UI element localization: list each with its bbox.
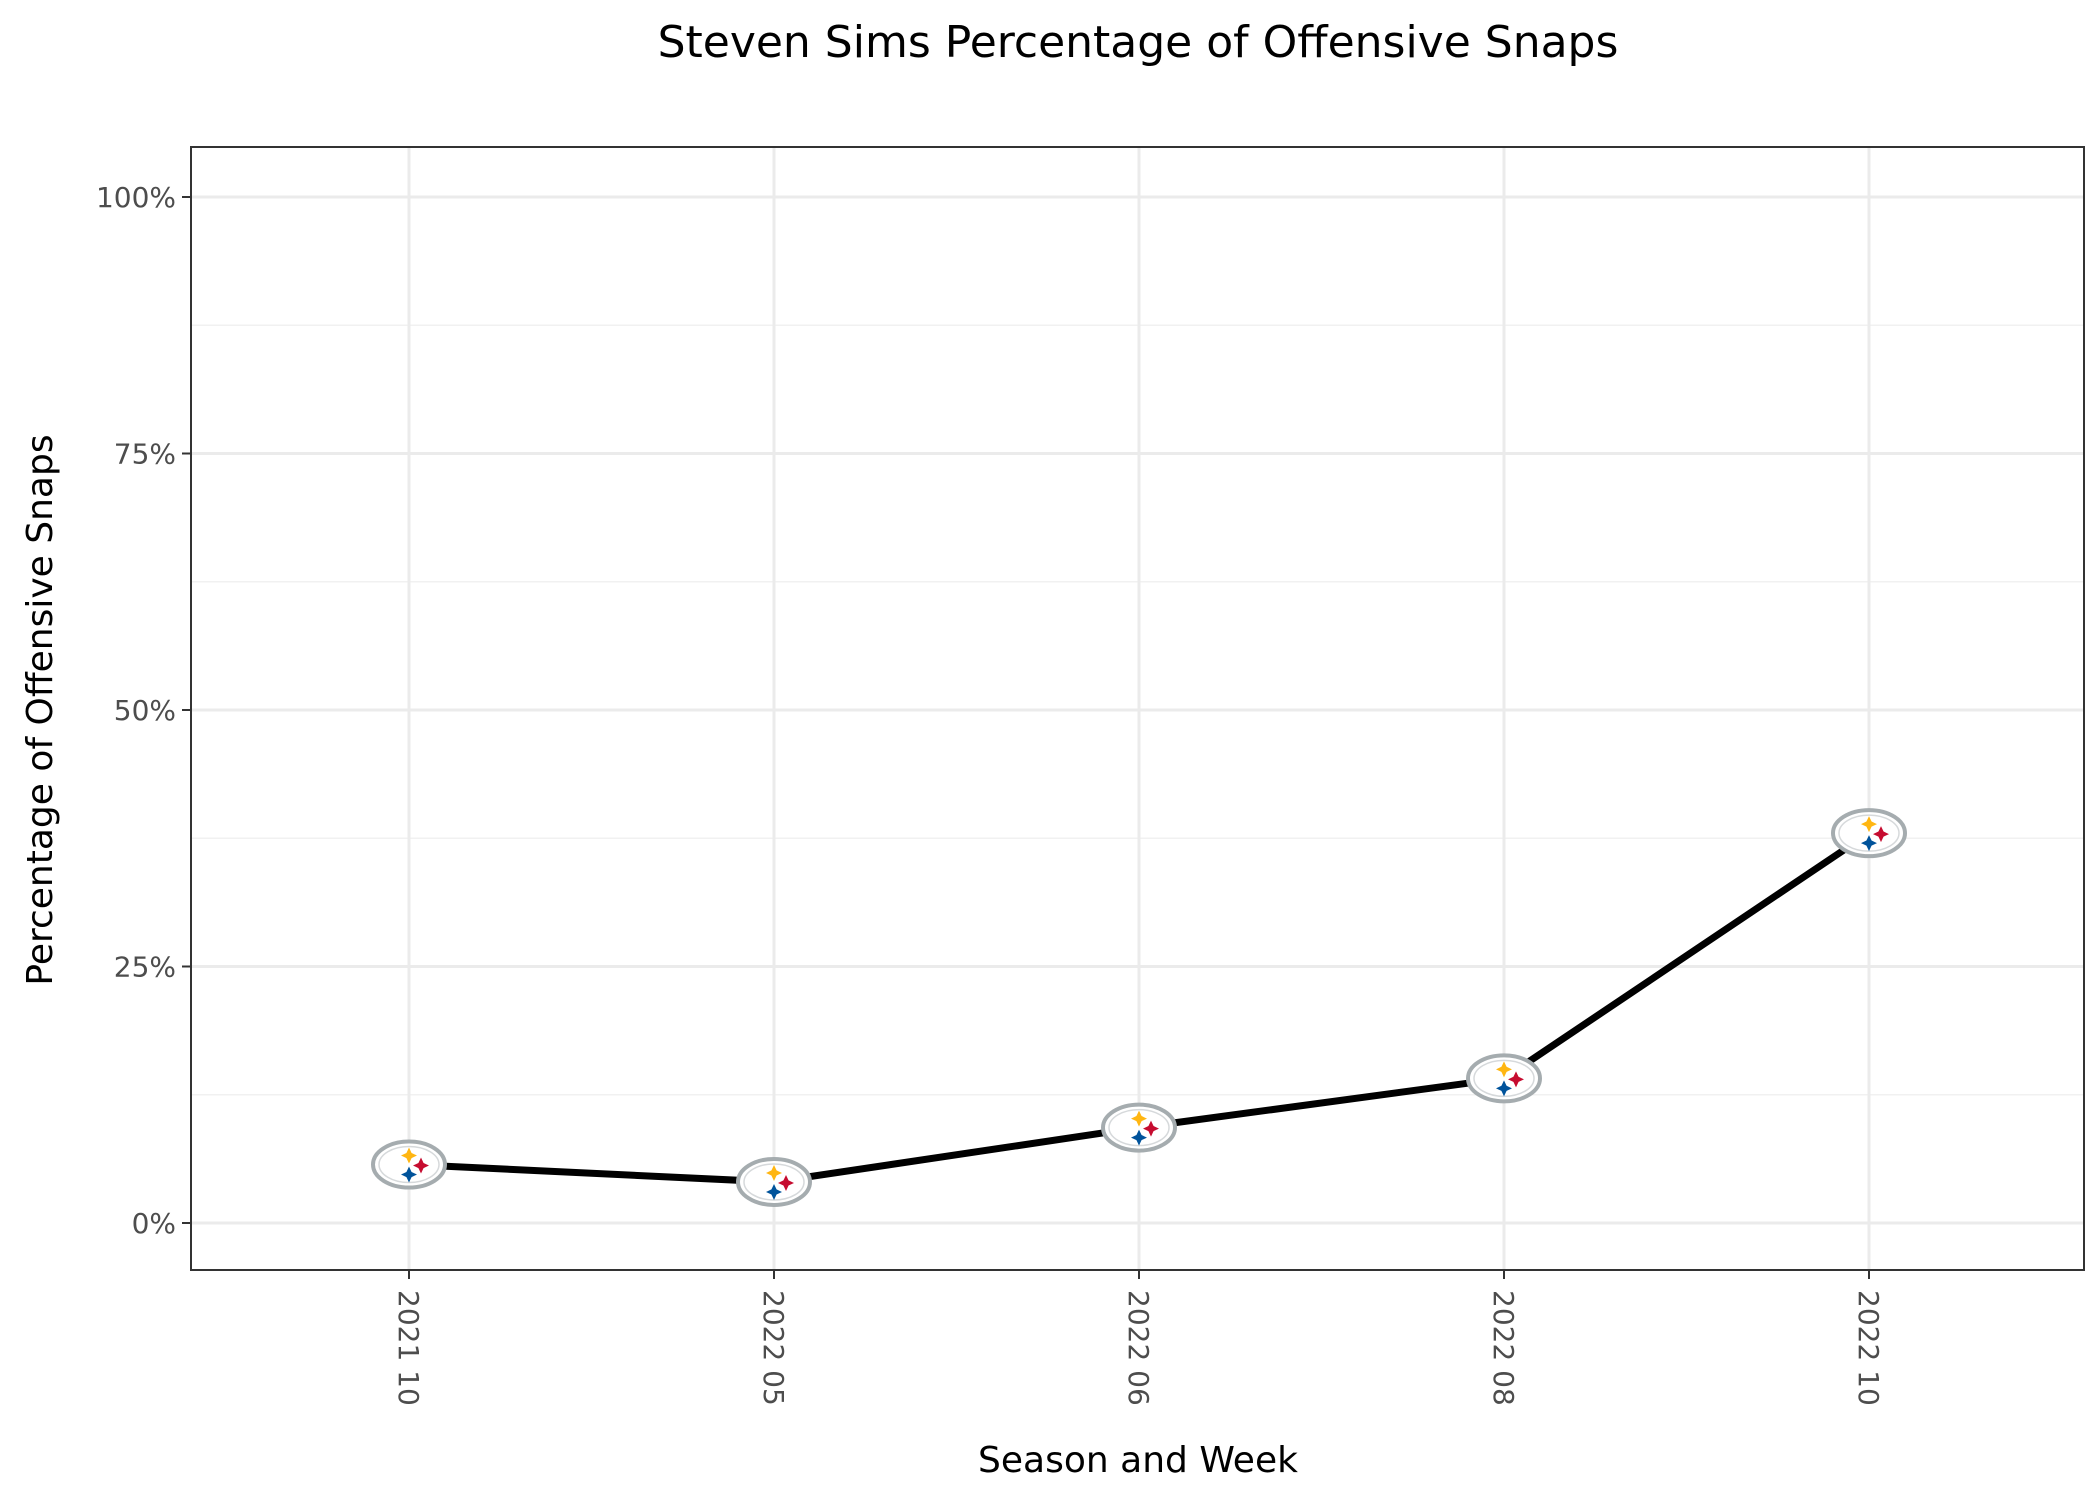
logo-star-red [413,1157,429,1174]
logo-star-red [1508,1071,1524,1088]
logo-ring [736,1156,812,1207]
y-tick-label: 50% [114,694,176,727]
steelers-logo-icon [736,1156,812,1207]
x-tick-label: 2022 08 [1487,1290,1520,1406]
logo-star-blue [1496,1080,1512,1097]
logo-star-blue [1131,1129,1147,1146]
logo-star-gold [1861,816,1877,833]
logo-ring [371,1139,447,1190]
plot-panel-border [190,146,2085,1271]
logo-star-red [1873,826,1889,843]
x-tick-label: 2022 05 [757,1290,790,1406]
x-axis-title: Season and Week [978,1440,1298,1481]
logo-star-gold [766,1164,782,1181]
y-tick-label: 100% [96,181,176,214]
logo-star-blue [1861,835,1877,852]
steelers-logo-icon [371,1139,447,1190]
steelers-logo-icon [1831,808,1907,859]
steelers-logo-icon [1466,1053,1542,1104]
logo-ring [1466,1053,1542,1104]
y-tick-label: 75% [114,438,176,471]
logo-star-gold [401,1147,417,1164]
logo-star-gold [1496,1061,1512,1078]
logo-star-gold [1131,1110,1147,1127]
axis-ticks [182,196,1870,1279]
x-tick-label: 2022 10 [1852,1290,1885,1406]
x-axis-tick-labels: 2021 10 2022 05 2022 06 2022 08 2022 10 [392,1290,1885,1406]
x-tick-label: 2021 10 [392,1290,425,1406]
y-tick-label: 0% [132,1207,176,1240]
x-tick-label: 2022 06 [1122,1290,1155,1406]
logo-star-red [1143,1120,1159,1137]
chart-title: Steven Sims Percentage of Offensive Snap… [658,17,1619,68]
y-axis-title: Percentage of Offensive Snaps [20,434,61,985]
logo-star-blue [401,1166,417,1183]
y-tick-label: 25% [114,951,176,984]
logo-ring [1831,808,1907,859]
point-markers [371,808,1907,1207]
logo-star-red [778,1174,794,1191]
steelers-logo-icon [1101,1102,1177,1153]
logo-star-blue [766,1183,782,1200]
y-axis-tick-labels: 0% 25% 50% 75% 100% [96,181,176,1240]
logo-ring [1101,1102,1177,1153]
